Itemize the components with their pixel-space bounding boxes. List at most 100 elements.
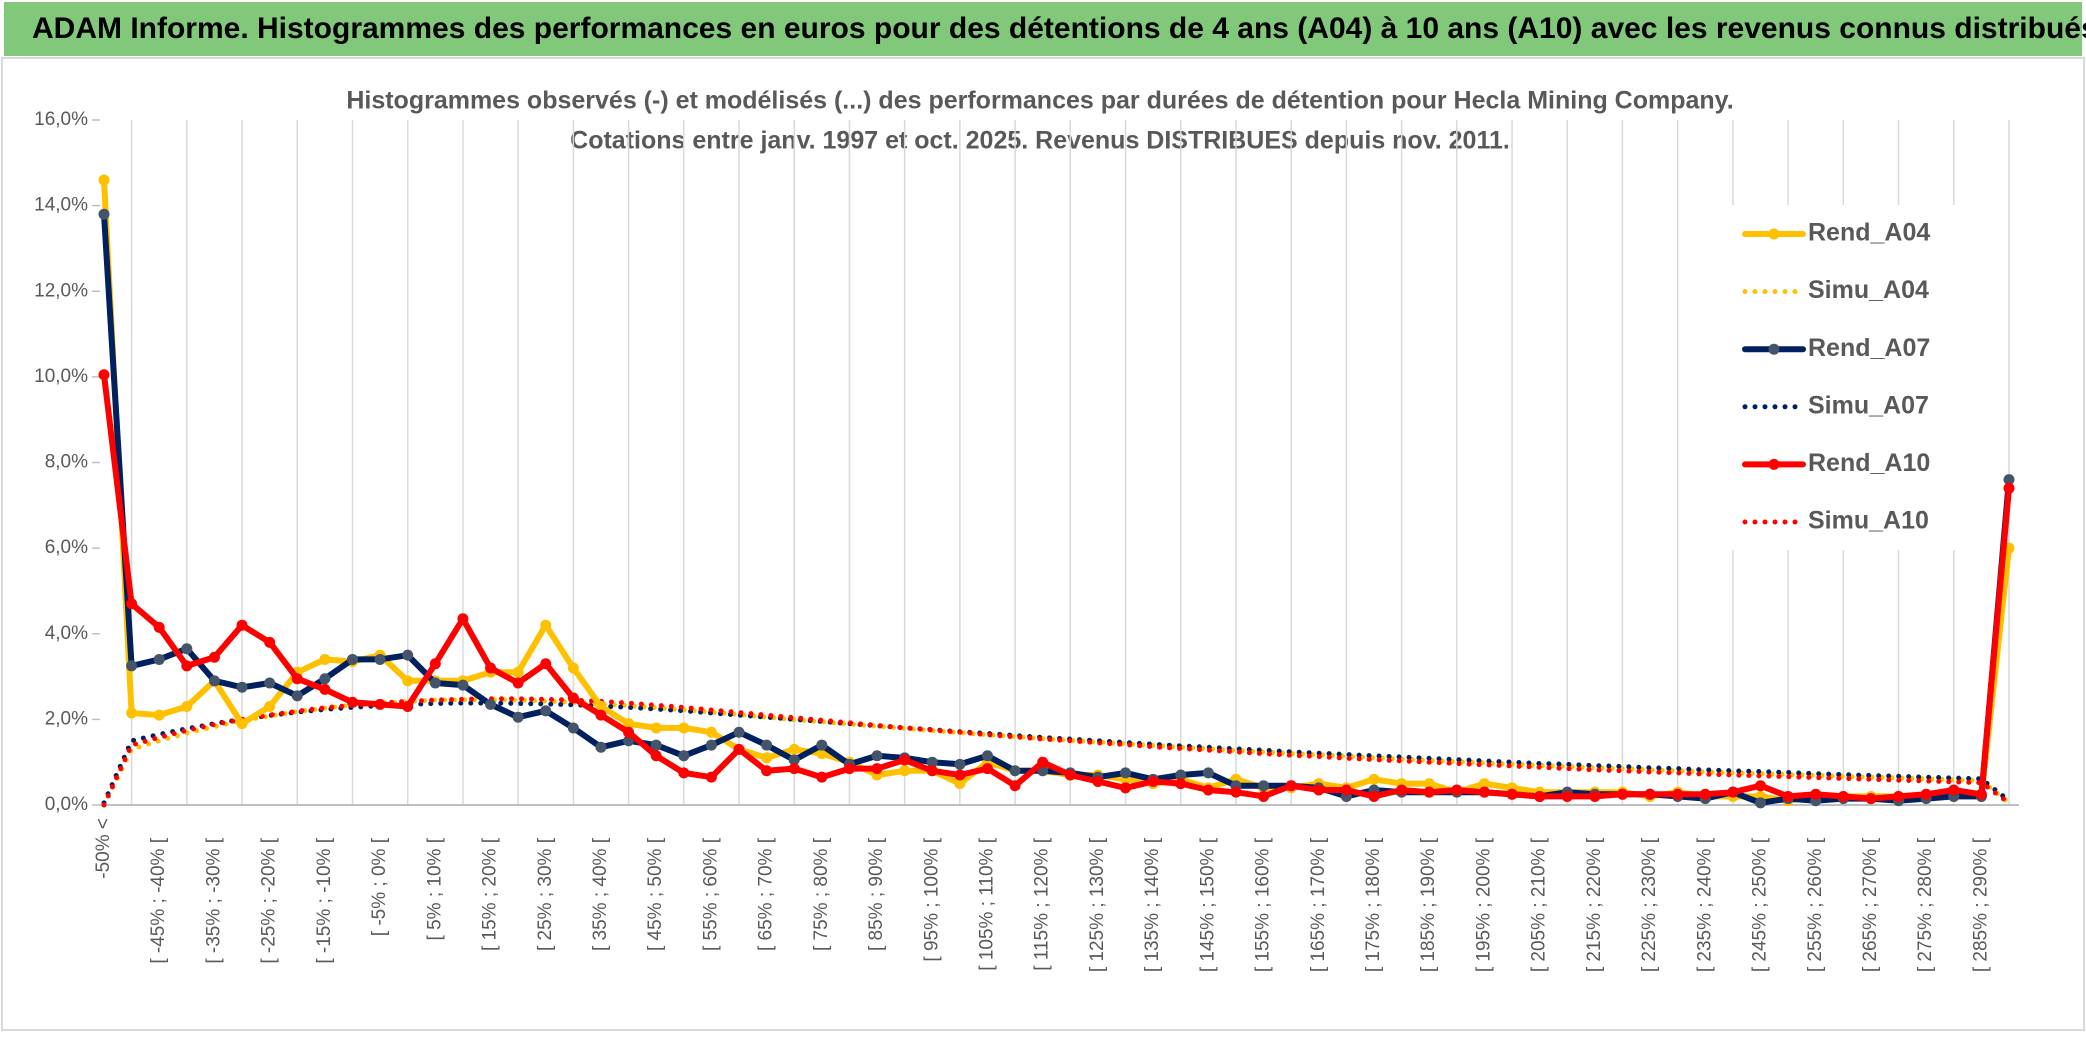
point	[540, 705, 552, 717]
point	[788, 743, 800, 755]
point	[1175, 778, 1187, 790]
point	[705, 726, 717, 738]
x-tick-label: [ -5% ; 0% [	[369, 837, 390, 936]
x-tick-label: [ 235% ; 240% [	[1694, 837, 1715, 972]
point	[1699, 788, 1711, 800]
x-tick-label: [ -35% ; -30% [	[203, 837, 224, 963]
x-tick-label: [ 25% ; 30% [	[535, 837, 556, 951]
x-tick-label: [ 5% ; 10% [	[424, 837, 445, 940]
point	[236, 718, 248, 730]
x-tick-label: [ 285% ; 290% [	[1970, 837, 1991, 972]
point	[981, 763, 993, 775]
point	[1368, 790, 1380, 802]
model-line	[101, 697, 2012, 808]
point	[153, 653, 165, 665]
x-tick-label: [ 85% ; 90% [	[866, 837, 887, 951]
point	[761, 765, 773, 777]
legend-label: Simu_A07	[1808, 391, 1929, 419]
point	[595, 701, 607, 713]
point	[153, 621, 165, 633]
point	[1147, 775, 1159, 787]
legend-label: Simu_A10	[1808, 507, 1929, 535]
point	[2003, 474, 2015, 486]
point	[1837, 790, 1849, 802]
point	[512, 711, 524, 723]
point	[1755, 780, 1767, 792]
observed-line	[101, 371, 2012, 802]
point	[567, 722, 579, 734]
point	[264, 636, 276, 648]
point	[374, 698, 386, 710]
x-tick-label: [ 265% ; 270% [	[1860, 837, 1881, 972]
point	[733, 726, 745, 738]
legend-label: Simu_A04	[1808, 276, 1929, 304]
point	[1009, 780, 1021, 792]
point	[678, 767, 690, 779]
point	[1092, 775, 1104, 787]
point	[843, 763, 855, 775]
point	[650, 739, 662, 751]
x-tick-label: [ 35% ; 40% [	[590, 837, 611, 951]
x-tick-label: [ -45% ; -40% [	[148, 837, 169, 963]
point	[1506, 788, 1518, 800]
point	[346, 696, 358, 708]
point	[899, 754, 911, 766]
y-tick-label: 6,0%	[45, 537, 88, 558]
point	[1561, 790, 1573, 802]
x-tick-label: [ 95% ; 100% [	[921, 837, 942, 961]
point	[181, 701, 193, 713]
point	[512, 666, 524, 678]
y-tick-label: 12,0%	[34, 280, 88, 301]
point	[1120, 782, 1132, 794]
point	[871, 763, 883, 775]
point	[319, 683, 331, 695]
point	[1478, 778, 1490, 790]
point	[319, 673, 331, 685]
point	[623, 726, 635, 738]
point	[954, 758, 966, 770]
point	[1368, 773, 1380, 785]
point	[402, 649, 414, 661]
point	[126, 598, 138, 610]
point	[1755, 797, 1767, 809]
x-tick-label: [ 225% ; 230% [	[1639, 837, 1660, 972]
x-tick-label: [ 165% ; 170% [	[1308, 837, 1329, 972]
point	[374, 653, 386, 665]
point	[98, 208, 110, 220]
point	[761, 752, 773, 764]
point	[236, 681, 248, 693]
banner-title: ADAM Informe. Histogrammes des performan…	[32, 12, 2086, 45]
point	[595, 709, 607, 721]
point	[926, 765, 938, 777]
point	[1064, 769, 1076, 781]
point	[761, 739, 773, 751]
point	[1230, 786, 1242, 798]
y-tick-label: 14,0%	[34, 195, 88, 216]
point	[1672, 788, 1684, 800]
point	[954, 769, 966, 781]
point	[1120, 767, 1132, 779]
chart-title: Histogrammes observés (-) et modélisés (…	[346, 87, 1733, 115]
x-tick-label: [ 175% ; 180% [	[1363, 837, 1384, 972]
point	[1920, 788, 1932, 800]
x-tick-label: [ 135% ; 140% [	[1142, 837, 1163, 972]
model-line	[101, 700, 2012, 806]
point	[457, 613, 469, 625]
point	[346, 653, 358, 665]
point	[126, 660, 138, 672]
point	[429, 658, 441, 670]
x-tick-label: [ 115% ; 120% [	[1032, 837, 1053, 970]
point	[1175, 769, 1187, 781]
x-tick-label: [ 15% ; 20% [	[480, 837, 501, 951]
x-tick-label: [ 275% ; 280% [	[1915, 837, 1936, 972]
x-tick-label: [ 215% ; 220% [	[1584, 837, 1605, 972]
y-tick-label: 16,0%	[34, 109, 88, 130]
point	[208, 675, 220, 687]
point	[540, 658, 552, 670]
point	[926, 756, 938, 768]
point	[1423, 778, 1435, 790]
y-tick-label: 4,0%	[45, 623, 88, 644]
point	[98, 174, 110, 186]
point	[2003, 482, 2015, 494]
